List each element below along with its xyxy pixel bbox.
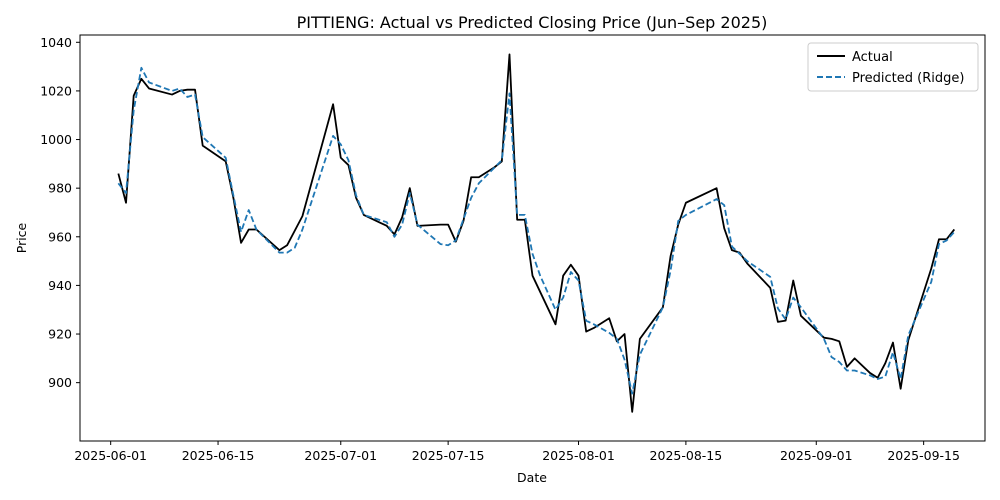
x-tick-label: 2025-06-15 bbox=[182, 448, 255, 463]
x-tick-label: 2025-06-01 bbox=[74, 448, 147, 463]
y-axis-label: Price bbox=[14, 222, 29, 253]
legend-label-predicted: Predicted (Ridge) bbox=[852, 71, 964, 86]
x-tick-label: 2025-08-01 bbox=[542, 448, 615, 463]
y-tick-label: 920 bbox=[48, 327, 72, 342]
x-tick-label: 2025-09-15 bbox=[887, 448, 960, 463]
legend: Actual Predicted (Ridge) bbox=[807, 42, 979, 92]
y-tick-label: 1040 bbox=[40, 35, 72, 50]
y-tick-label: 900 bbox=[48, 375, 72, 390]
x-axis-label: Date bbox=[517, 470, 547, 485]
series-line-actual bbox=[117, 53, 956, 413]
x-tick-label: 2025-08-15 bbox=[650, 448, 723, 463]
legend-label-actual: Actual bbox=[852, 50, 893, 65]
y-tick-label: 1020 bbox=[40, 83, 72, 98]
series-line-predicted bbox=[117, 66, 955, 395]
y-tick-label: 940 bbox=[48, 278, 72, 293]
chart-title: PITTIENG: Actual vs Predicted Closing Pr… bbox=[297, 13, 768, 32]
y-tick-label: 960 bbox=[48, 229, 72, 244]
x-tick-label: 2025-07-15 bbox=[412, 448, 485, 463]
x-axis: 2025-06-01 2025-06-15 2025-07-01 2025-07-15… bbox=[74, 441, 960, 463]
x-tick-label: 2025-07-01 bbox=[304, 448, 377, 463]
y-tick-label: 1000 bbox=[40, 132, 72, 147]
plot-area bbox=[80, 35, 985, 441]
legend-box bbox=[807, 42, 979, 92]
plot-frame bbox=[79, 34, 986, 442]
series-layer bbox=[117, 53, 956, 413]
x-tick-label: 2025-09-01 bbox=[780, 448, 853, 463]
y-tick-label: 980 bbox=[48, 181, 72, 196]
y-axis: 900 920 940 960 980 1000 1020 1040 bbox=[40, 35, 80, 390]
